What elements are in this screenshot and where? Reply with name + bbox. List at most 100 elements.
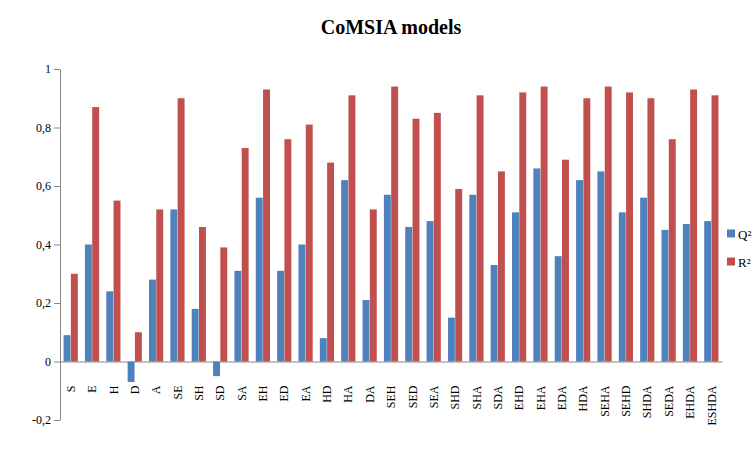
x-tick: EA — [299, 362, 313, 402]
x-tick-label: SHDA — [640, 385, 654, 418]
bar — [284, 139, 291, 361]
bar — [669, 139, 676, 361]
x-tick-label: EHDA — [683, 385, 697, 419]
x-tick-label: DA — [363, 385, 377, 403]
x-tick: SEHA — [598, 362, 612, 417]
y-tick: 0,4 — [36, 238, 60, 252]
bar — [92, 107, 99, 361]
bar — [71, 274, 78, 362]
x-tick-label: SEHA — [598, 385, 612, 417]
bar — [512, 212, 519, 361]
x-tick-label: A — [149, 385, 163, 394]
x-tick-label: SE — [171, 386, 185, 400]
bar — [320, 338, 327, 361]
x-tick-label: EDA — [555, 385, 569, 410]
bar — [327, 163, 334, 362]
bar — [384, 195, 391, 362]
bar — [64, 335, 71, 361]
bar — [662, 230, 669, 362]
bar — [712, 95, 719, 361]
bar — [85, 245, 92, 362]
x-tick: HDA — [576, 362, 590, 412]
x-tick-label: E — [85, 386, 99, 393]
series-bars — [64, 168, 712, 382]
x-tick-label: SDA — [491, 385, 505, 409]
bar — [256, 198, 263, 362]
x-tick-label: SED — [406, 385, 420, 408]
x-tick: EHA — [534, 362, 548, 411]
x-tick: HA — [341, 362, 355, 403]
x-tick-label: SEA — [427, 385, 441, 408]
bar — [498, 171, 505, 361]
x-tick: ESHDA — [705, 362, 719, 426]
y-tick: 1 — [45, 62, 60, 76]
title: CoMSIA models — [321, 16, 462, 38]
x-tick: SEDA — [662, 362, 676, 417]
bars — [64, 87, 719, 382]
x-tick: SE — [171, 362, 185, 400]
bar — [427, 221, 434, 361]
x-tick-label: D — [128, 385, 142, 394]
bar — [491, 265, 498, 362]
bar — [128, 362, 135, 382]
bar — [583, 98, 590, 361]
bar — [405, 227, 412, 362]
x-tick-label: S — [64, 386, 78, 393]
x-tick: A — [149, 362, 163, 395]
x-tick: EDA — [555, 362, 569, 411]
y-tick: -0,2 — [32, 413, 60, 427]
y-tick-label: 0,4 — [36, 238, 51, 252]
x-tick: DA — [363, 362, 377, 403]
bar — [363, 300, 370, 361]
bar — [640, 198, 647, 362]
bar — [619, 212, 626, 361]
x-tick-label: EH — [256, 385, 270, 401]
x-tick-label: SEHD — [619, 385, 633, 417]
x-tick-label: HD — [320, 385, 334, 403]
x-tick-label: SHA — [470, 385, 484, 409]
bar — [341, 180, 348, 361]
bar — [413, 119, 420, 362]
x-axis: SEHDASESHSDSAEHEDEAHDHADASEHSEDSEASHDSHA… — [61, 362, 723, 426]
y-tick-mark — [54, 303, 60, 304]
bar — [213, 362, 220, 377]
y-axis: -0,200,20,40,60,81 — [32, 62, 61, 427]
x-tick: EHD — [512, 362, 526, 411]
x-tick: SEA — [427, 362, 441, 409]
x-tick: S — [64, 362, 78, 393]
y-tick-mark — [54, 128, 60, 129]
bar — [306, 125, 313, 362]
x-tick-label: SHD — [448, 385, 462, 409]
y-tick-mark — [54, 245, 60, 246]
series-bars — [71, 87, 719, 362]
legend-label: R² — [738, 255, 751, 270]
x-tick: SEHD — [619, 362, 633, 417]
y-axis-line — [60, 70, 61, 421]
x-tick: SDA — [491, 362, 505, 410]
bar — [597, 171, 604, 361]
bar — [370, 209, 377, 361]
y-tick-mark — [54, 69, 60, 70]
x-tick: SHA — [470, 362, 484, 410]
x-tick-label: HA — [341, 385, 355, 403]
x-tick-label: EHD — [512, 385, 526, 410]
bar — [348, 95, 355, 361]
bar — [263, 89, 270, 361]
bar — [477, 95, 484, 361]
x-tick-label: EHA — [534, 385, 548, 410]
bar — [448, 318, 455, 362]
x-tick-label: ED — [277, 385, 291, 401]
bar — [704, 221, 711, 361]
y-tick: 0,2 — [36, 296, 60, 310]
x-tick-label: SA — [235, 385, 249, 401]
bar — [135, 332, 142, 361]
x-axis-line — [61, 362, 723, 363]
bar — [434, 113, 441, 362]
x-tick-label: SH — [192, 385, 206, 401]
y-tick-label: 0,6 — [36, 179, 51, 193]
x-tick-label: HDA — [576, 385, 590, 411]
bar — [626, 92, 633, 361]
bar — [114, 201, 121, 362]
y-tick-label: 0,8 — [36, 121, 51, 135]
bar — [576, 180, 583, 361]
